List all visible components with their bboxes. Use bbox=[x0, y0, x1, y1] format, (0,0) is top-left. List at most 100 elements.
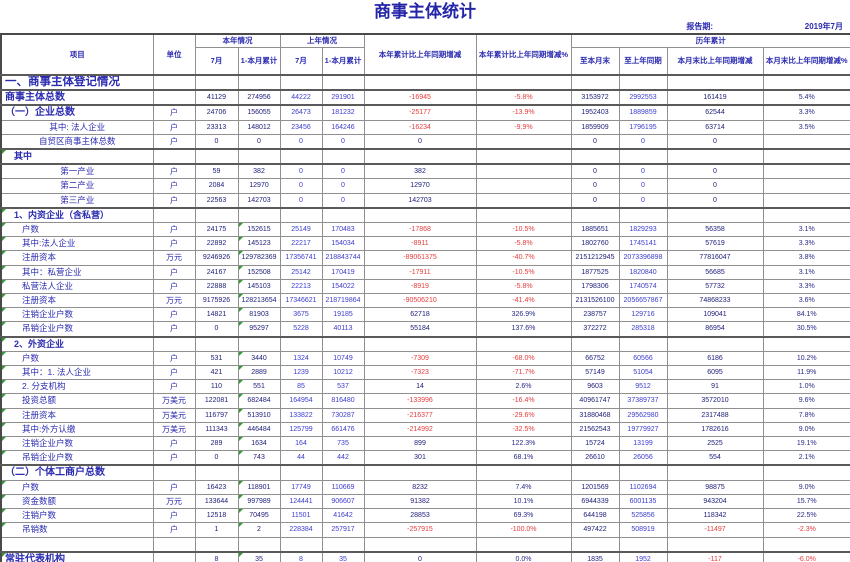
value-cell[interactable]: 421 bbox=[194, 365, 239, 381]
value-cell[interactable]: 257917 bbox=[321, 522, 365, 538]
value-cell[interactable]: 16423 bbox=[194, 479, 239, 495]
value-cell[interactable] bbox=[194, 335, 239, 352]
row-label-cell[interactable]: 商事主体总数 bbox=[0, 89, 154, 106]
value-cell[interactable]: 238757 bbox=[570, 307, 620, 323]
value-cell[interactable]: 41642 bbox=[321, 508, 365, 524]
value-cell[interactable]: 1745141 bbox=[618, 236, 668, 252]
value-cell[interactable]: 1.0% bbox=[762, 379, 850, 395]
value-cell[interactable]: 23313 bbox=[194, 119, 239, 135]
value-cell[interactable] bbox=[237, 148, 281, 165]
value-cell[interactable]: 1634 bbox=[237, 436, 281, 452]
value-cell[interactable]: -7323 bbox=[363, 365, 477, 381]
value-cell[interactable]: 816480 bbox=[321, 393, 365, 409]
value-cell[interactable]: 0 bbox=[279, 178, 323, 194]
value-cell[interactable]: -5.8% bbox=[475, 89, 572, 106]
value-cell[interactable]: 40113 bbox=[321, 321, 365, 338]
value-cell[interactable]: 2317488 bbox=[666, 407, 764, 423]
value-cell[interactable]: 9.0% bbox=[762, 421, 850, 438]
row-label-cell[interactable]: 注册资本 bbox=[0, 293, 154, 309]
value-cell[interactable]: 22892 bbox=[194, 236, 239, 252]
value-cell[interactable]: 3572010 bbox=[666, 393, 764, 409]
value-cell[interactable]: 2 bbox=[237, 522, 281, 538]
value-cell[interactable]: -8911 bbox=[363, 236, 477, 252]
value-cell[interactable] bbox=[618, 148, 668, 165]
value-cell[interactable]: 15.7% bbox=[762, 493, 850, 510]
value-cell[interactable]: 3.8% bbox=[762, 250, 850, 266]
value-cell[interactable]: 37389737 bbox=[618, 393, 668, 409]
value-cell[interactable]: 291901 bbox=[321, 89, 365, 106]
value-cell[interactable]: 70495 bbox=[237, 508, 281, 524]
value-cell[interactable] bbox=[321, 335, 365, 352]
value-cell[interactable]: 23456 bbox=[279, 119, 323, 135]
unit-cell[interactable]: 户 bbox=[152, 522, 196, 538]
value-cell[interactable]: -29.6% bbox=[475, 407, 572, 423]
value-cell[interactable]: 148012 bbox=[237, 119, 281, 135]
value-cell[interactable]: 997989 bbox=[237, 493, 281, 510]
value-cell[interactable]: 122081 bbox=[194, 393, 239, 409]
value-cell[interactable] bbox=[762, 133, 850, 150]
value-cell[interactable]: 142703 bbox=[237, 192, 281, 209]
value-cell[interactable]: -117 bbox=[666, 550, 764, 562]
value-cell[interactable] bbox=[570, 206, 620, 224]
value-cell[interactable]: 14 bbox=[363, 379, 477, 395]
value-cell[interactable]: 5228 bbox=[279, 321, 323, 338]
value-cell[interactable]: 5.4% bbox=[762, 89, 850, 106]
value-cell[interactable] bbox=[666, 335, 764, 352]
value-cell[interactable] bbox=[666, 206, 764, 224]
value-cell[interactable]: 110 bbox=[194, 379, 239, 395]
value-cell[interactable]: 6001135 bbox=[618, 493, 668, 510]
value-cell[interactable]: 0 bbox=[279, 192, 323, 209]
value-cell[interactable]: 74868233 bbox=[666, 293, 764, 309]
value-cell[interactable]: 3.3% bbox=[762, 104, 850, 121]
value-cell[interactable]: 22.5% bbox=[762, 508, 850, 524]
value-cell[interactable] bbox=[363, 148, 477, 165]
value-cell[interactable]: 372272 bbox=[570, 321, 620, 338]
row-label-cell[interactable]: 注册资本 bbox=[0, 407, 154, 423]
value-cell[interactable]: 91 bbox=[666, 379, 764, 395]
value-cell[interactable]: 28853 bbox=[363, 508, 477, 524]
value-cell[interactable]: 57149 bbox=[570, 365, 620, 381]
value-cell[interactable]: 0 bbox=[666, 133, 764, 150]
unit-cell[interactable]: 万美元 bbox=[152, 407, 196, 423]
value-cell[interactable]: 21562543 bbox=[570, 421, 620, 438]
value-cell[interactable]: 19185 bbox=[321, 307, 365, 323]
value-cell[interactable]: 14821 bbox=[194, 307, 239, 323]
value-cell[interactable]: 0 bbox=[618, 163, 668, 180]
value-cell[interactable] bbox=[321, 206, 365, 224]
value-cell[interactable]: 35 bbox=[237, 550, 281, 562]
value-cell[interactable]: -100.0% bbox=[475, 522, 572, 538]
value-cell[interactable]: 446484 bbox=[237, 421, 281, 438]
value-cell[interactable]: 1952 bbox=[618, 550, 668, 562]
value-cell[interactable]: 1324 bbox=[279, 350, 323, 367]
value-cell[interactable]: 0 bbox=[321, 192, 365, 209]
value-cell[interactable]: 0 bbox=[570, 133, 620, 150]
value-cell[interactable]: 164 bbox=[279, 436, 323, 452]
value-cell[interactable]: 118342 bbox=[666, 508, 764, 524]
value-cell[interactable]: 85 bbox=[279, 379, 323, 395]
value-cell[interactable]: 69.3% bbox=[475, 508, 572, 524]
value-cell[interactable]: 161419 bbox=[666, 89, 764, 106]
unit-cell[interactable]: 万美元 bbox=[152, 421, 196, 438]
value-cell[interactable]: 537 bbox=[321, 379, 365, 395]
row-label-cell[interactable]: （二）个体工商户总数 bbox=[0, 464, 154, 481]
value-cell[interactable]: 25149 bbox=[279, 222, 323, 238]
unit-cell[interactable]: 户 bbox=[152, 321, 196, 338]
value-cell[interactable]: 142703 bbox=[363, 192, 477, 209]
value-cell[interactable] bbox=[475, 464, 572, 481]
value-cell[interactable]: 442 bbox=[321, 450, 365, 466]
value-cell[interactable]: -32.5% bbox=[475, 421, 572, 438]
value-cell[interactable]: 8 bbox=[279, 550, 323, 562]
value-cell[interactable]: 0 bbox=[194, 321, 239, 338]
value-cell[interactable]: -257915 bbox=[363, 522, 477, 538]
unit-cell[interactable]: 户 bbox=[152, 264, 196, 280]
unit-cell[interactable]: 户 bbox=[152, 436, 196, 452]
value-cell[interactable]: 8 bbox=[194, 550, 239, 562]
value-cell[interactable]: 1889859 bbox=[618, 104, 668, 121]
unit-cell[interactable]: 户 bbox=[152, 350, 196, 367]
unit-cell[interactable]: 万元 bbox=[152, 293, 196, 309]
value-cell[interactable]: 0 bbox=[666, 163, 764, 180]
value-cell[interactable]: -8919 bbox=[363, 278, 477, 295]
unit-cell[interactable]: 户 bbox=[152, 379, 196, 395]
value-cell[interactable] bbox=[666, 73, 764, 91]
value-cell[interactable]: 41129 bbox=[194, 89, 239, 106]
